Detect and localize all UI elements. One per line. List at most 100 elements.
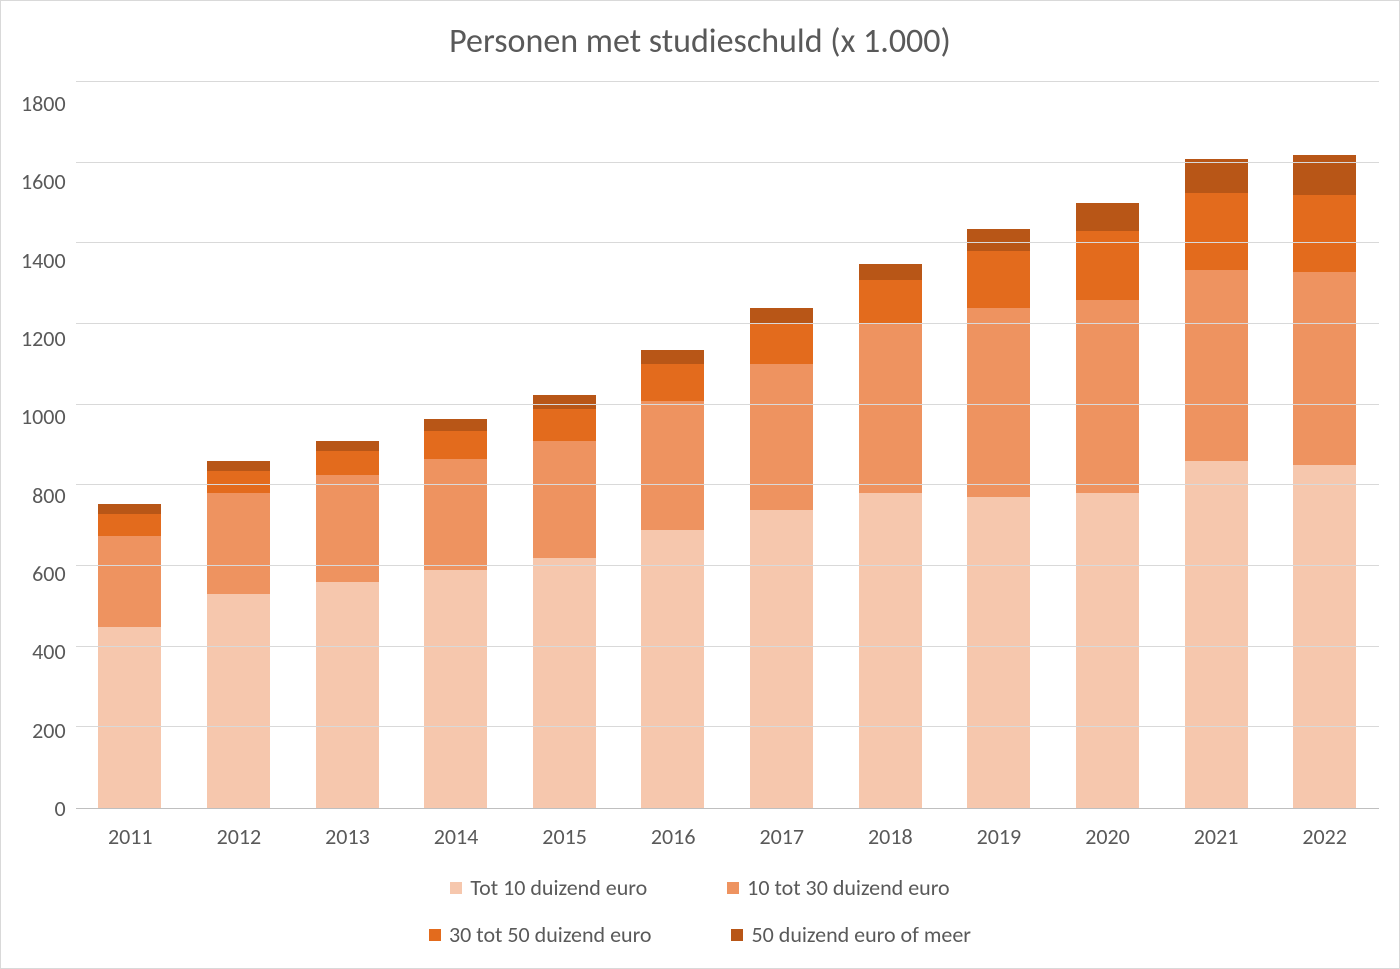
bar-slot: [836, 82, 945, 808]
bar-2021: [1185, 82, 1248, 808]
legend-swatch: [727, 882, 739, 894]
legend-item: 10 tot 30 duizend euro: [727, 874, 949, 901]
bar-segment: [424, 570, 487, 808]
x-tick-label: 2016: [619, 823, 728, 850]
bar-segment: [1076, 203, 1139, 231]
bar-segment: [1185, 193, 1248, 270]
bar-segment: [967, 229, 1030, 251]
x-tick-label: 2021: [1162, 823, 1271, 850]
x-tick-label: 2015: [510, 823, 619, 850]
x-tick-label: 2020: [1053, 823, 1162, 850]
bar-segment: [1293, 272, 1356, 466]
y-axis: 180016001400120010008006004002000: [21, 82, 76, 809]
legend-swatch: [429, 929, 441, 941]
bar-2015: [533, 82, 596, 808]
y-tick-label: 1800: [21, 93, 66, 115]
bar-2019: [967, 82, 1030, 808]
x-tick-label: 2017: [727, 823, 836, 850]
x-tick-label: 2014: [402, 823, 511, 850]
bar-segment: [641, 401, 704, 530]
bar-segment: [859, 264, 922, 280]
bar-slot: [184, 82, 293, 808]
bar-segment: [316, 441, 379, 451]
legend-row: 30 tot 50 duizend euro 50 duizend euro of…: [429, 921, 971, 948]
bar-segment: [641, 530, 704, 808]
bar-segment: [316, 582, 379, 808]
bar-segment: [967, 251, 1030, 307]
legend-swatch: [731, 929, 743, 941]
bar-2017: [750, 82, 813, 808]
bar-2020: [1076, 82, 1139, 808]
y-tick-label: 1200: [21, 328, 66, 350]
y-tick-label: 1600: [21, 171, 66, 193]
bar-segment: [533, 558, 596, 808]
plot-row: 180016001400120010008006004002000: [21, 82, 1379, 809]
legend: Tot 10 duizend euro 10 tot 30 duizend eur…: [21, 874, 1379, 948]
bar-segment: [98, 514, 161, 536]
legend-label: 50 duizend euro of meer: [751, 921, 971, 948]
bar-segment: [1185, 159, 1248, 193]
bar-segment: [641, 364, 704, 400]
y-tick-label: 0: [54, 798, 65, 820]
y-tick-label: 600: [32, 563, 65, 585]
bar-slot: [293, 82, 402, 808]
y-tick-label: 400: [32, 641, 65, 663]
bar-2016: [641, 82, 704, 808]
x-axis-row: 2011201220132014201520162017201820192020…: [21, 809, 1379, 850]
gridline: [76, 565, 1379, 566]
bar-segment: [98, 536, 161, 627]
bar-2022: [1293, 82, 1356, 808]
bar-segment: [967, 497, 1030, 808]
legend-item: Tot 10 duizend euro: [450, 874, 647, 901]
bar-segment: [1076, 493, 1139, 808]
x-axis: 2011201220132014201520162017201820192020…: [76, 823, 1379, 850]
bar-segment: [533, 395, 596, 409]
bar-segment: [750, 510, 813, 808]
bar-segment: [859, 493, 922, 808]
bar-segment: [207, 461, 270, 471]
bar-slot: [401, 82, 510, 808]
legend-label: 10 tot 30 duizend euro: [747, 874, 949, 901]
bar-slot: [619, 82, 728, 808]
bar-slot: [727, 82, 836, 808]
y-tick-label: 1000: [21, 406, 66, 428]
bar-segment: [533, 409, 596, 441]
bar-slot: [944, 82, 1053, 808]
bar-segment: [207, 471, 270, 493]
bar-segment: [533, 441, 596, 558]
bar-segment: [424, 431, 487, 459]
bar-segment: [424, 459, 487, 570]
bar-segment: [424, 419, 487, 431]
bar-segment: [750, 364, 813, 509]
gridline: [76, 242, 1379, 243]
bar-segment: [859, 324, 922, 493]
bar-segment: [207, 594, 270, 808]
legend-label: Tot 10 duizend euro: [470, 874, 647, 901]
bar-slot: [1270, 82, 1379, 808]
chart-frame: Personen met studieschuld (x 1.000) 1800…: [0, 0, 1400, 969]
x-tick-label: 2019: [945, 823, 1054, 850]
bar-slot: [76, 82, 185, 808]
bar-2018: [859, 82, 922, 808]
x-tick-label: 2022: [1270, 823, 1379, 850]
bar-segment: [98, 627, 161, 809]
x-tick-label: 2018: [836, 823, 945, 850]
bar-segment: [1185, 461, 1248, 808]
bar-2011: [98, 82, 161, 808]
bar-segment: [1293, 195, 1356, 272]
bar-segment: [207, 493, 270, 594]
bar-segment: [98, 504, 161, 514]
bar-segment: [1185, 270, 1248, 462]
gridline: [76, 726, 1379, 727]
bar-slot: [1162, 82, 1271, 808]
bar-segment: [316, 475, 379, 582]
legend-item: 30 tot 50 duizend euro: [429, 921, 651, 948]
x-tick-label: 2012: [185, 823, 294, 850]
legend-item: 50 duizend euro of meer: [731, 921, 971, 948]
bar-2014: [424, 82, 487, 808]
bar-segment: [750, 308, 813, 324]
gridline: [76, 81, 1379, 82]
bar-segment: [641, 350, 704, 364]
bar-segment: [1076, 300, 1139, 494]
chart-title: Personen met studieschuld (x 1.000): [21, 21, 1379, 62]
